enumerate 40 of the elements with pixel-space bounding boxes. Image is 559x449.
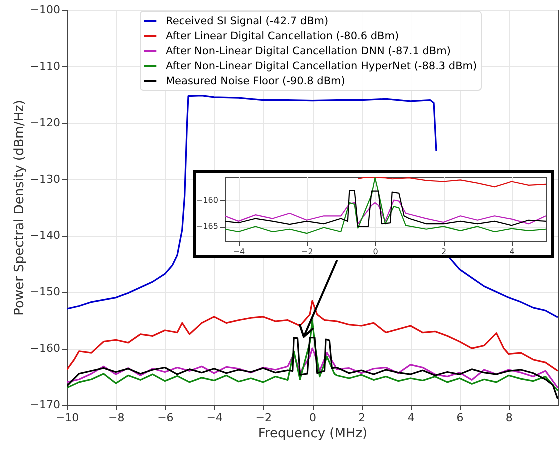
y-tick-label: −110	[30, 60, 60, 73]
legend-label: After Linear Digital Cancellation (-80.6 dBm)	[166, 30, 400, 42]
x-tick-label: 4	[510, 248, 515, 256]
y-tick-label: −100	[30, 4, 60, 16]
x-tick-label: 0	[373, 248, 378, 256]
x-tick-label: −8	[108, 412, 125, 424]
line-series	[67, 348, 558, 389]
line-series	[225, 200, 546, 225]
line-series	[225, 178, 546, 234]
y-tick-label: −120	[30, 116, 60, 130]
x-tick-label: −6	[158, 412, 174, 424]
line-series	[67, 300, 558, 372]
x-tick-label: 4	[408, 412, 415, 424]
legend-label: Received SI Signal (-42.7 dBm)	[166, 16, 329, 28]
x-tick-label: 0	[310, 412, 316, 424]
legend-label: After Non-Linear Digital Cancellation DNN (-87.1 dBm)	[166, 46, 451, 58]
y-tick-label: −170	[30, 398, 60, 412]
x-tick-label: −2	[302, 248, 314, 256]
x-tick-label: 2	[358, 412, 366, 424]
x-tick-label: 2	[442, 248, 447, 256]
x-tick-label: −4	[206, 412, 223, 424]
y-tick-label: −160	[196, 196, 218, 205]
line-series	[67, 320, 558, 392]
x-tick-label: −2	[256, 412, 272, 424]
y-tick-label: −150	[30, 286, 60, 299]
x-tick-label: 6	[456, 412, 464, 424]
y-tick-label: −140	[30, 229, 60, 242]
x-tick-label: −10	[56, 412, 80, 424]
line-series	[67, 337, 558, 400]
y-axis-title: Power Spectral Density (dBm/Hz)	[12, 100, 28, 316]
x-tick-label: 8	[506, 412, 513, 424]
y-tick-label: −165	[196, 222, 218, 232]
x-axis-title: Frequency (MHz)	[258, 426, 368, 442]
legend-label: Measured Noise Floor (-90.8 dBm)	[166, 76, 346, 88]
y-tick-label: −130	[30, 172, 60, 186]
line-series	[225, 190, 546, 228]
line-series	[358, 177, 546, 188]
x-tick-label: −4	[233, 248, 246, 256]
y-tick-label: −160	[30, 342, 60, 356]
legend-label: After Non-Linear Digital Cancellation HyperNet (-88.3 dBm)	[166, 60, 478, 72]
